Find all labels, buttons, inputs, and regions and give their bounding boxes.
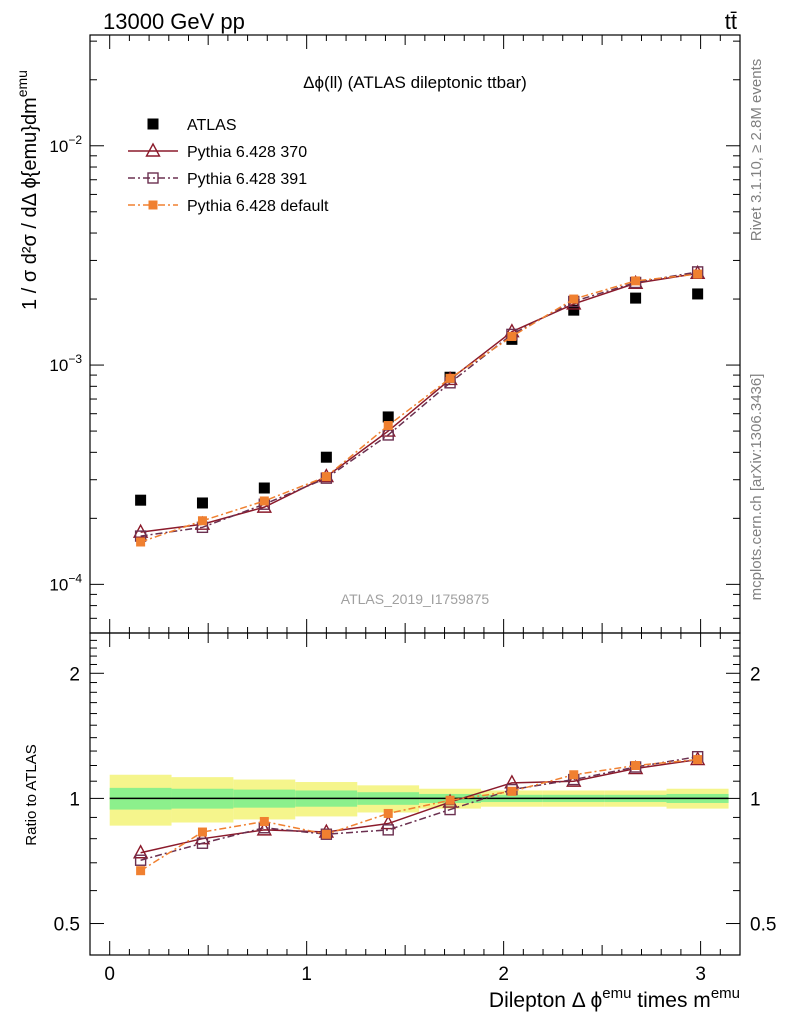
x-tick-label: 2 [498,964,509,985]
data-point-atlas [135,494,147,506]
ratio-y-tick-label-right: 0.5 [750,915,776,936]
x-tick-label: 0 [104,964,115,985]
data-point-atlas [258,482,270,494]
ratio-line-py391 [140,755,698,861]
legend-label: ATLAS [187,117,237,134]
ratio-point-pydefault [383,808,393,818]
ratio-line-pydefault [140,758,698,872]
data-point-pydefault [569,294,579,304]
ratio-point-py391 [382,824,394,836]
legend-marker [145,142,161,157]
ratio-frame [89,632,741,956]
data-point-pydefault [136,537,146,547]
x-tick-label: 1 [301,964,312,985]
ratio-point-pydefault [321,829,331,839]
series-line-pydefault [140,273,698,543]
data-point-atlas [382,411,394,423]
ratio-point-pydefault [445,795,455,805]
y-tick-label: 10−4 [49,571,82,594]
ratio-point-pydefault [507,786,517,796]
data-point-atlas [196,497,208,509]
ratio-point-py391 [134,854,147,866]
ratio-point-pydefault [693,755,703,765]
ratio-point-py391 [320,828,333,840]
ratio-point-pydefault [136,866,146,876]
rivet-label: Rivet 3.1.10, ≥ 2.8M events [748,59,765,242]
main-panel: 10−4 10−3 10−2 Δϕ(ll) (ATLAS dileptonic tt… [14,34,741,634]
ratio-line-py370 [140,758,698,854]
data-point-atlas [630,292,642,304]
y-tick-label: 10−2 [49,133,82,156]
legend-item-pydefault: Pythia 6.428 default [128,198,329,215]
watermark: ATLAS_2019_I1759875 [341,591,490,607]
ratio-y-tick-label-right: 2 [750,664,761,685]
legend-item-py391: Pythia 6.428 391 [128,171,307,188]
ratio-point-pydefault [569,770,579,780]
y-tick-label: 10−3 [49,352,82,375]
header-right: tt̄ [725,9,737,34]
ratio-y-tick-label-right: 1 [750,789,761,810]
main-y-axis-label: 1 / σ d²σ / dΔ ϕ{emu}dmemu [14,70,41,310]
data-point-atlas [320,451,332,463]
legend-marker [148,200,158,210]
data-point-pydefault [383,421,393,431]
ratio-point-py370 [380,815,396,830]
data-point-pydefault [259,496,269,506]
legend: ATLAS Pythia 6.428 370 Pythia 6.428 391 Pyt… [128,117,329,215]
legend-marker [147,172,159,184]
x-axis-label: Dilepton Δ ϕemu times memu [489,985,740,1012]
legend-marker [147,118,159,130]
legend-item-py370: Pythia 6.428 370 [128,142,307,161]
series-line-py391 [140,271,698,537]
data-point-atlas [568,304,580,316]
data-point-pydefault [631,276,641,286]
data-point-pydefault [507,331,517,341]
header-left: 13000 GeV pp [103,9,245,34]
data-point-pydefault [693,269,703,279]
ratio-y-tick-label-left: 1 [69,789,80,810]
ratio-point-pydefault [631,760,641,770]
legend-label: Pythia 6.428 default [187,198,329,215]
ratio-point-py391 [196,837,209,849]
ratio-y-tick-label-left: 2 [69,664,80,685]
mcplots-label: mcplots.cern.ch [arXiv:1306.3436] [748,374,765,601]
legend-item-atlas: ATLAS [147,117,237,134]
ratio-point-py370 [132,844,149,859]
legend-label: Pythia 6.428 391 [187,171,307,188]
ratio-panel: 0.5 0.5 1 1 2 2 0 1 2 3 Ratio to ATLAS Dilepton Δ… [23,632,776,1012]
x-tick-label: 3 [695,964,706,985]
data-point-atlas [692,288,704,300]
data-point-pydefault [321,472,331,482]
ratio-point-pydefault [197,827,207,837]
plot-title: Δϕ(ll) (ATLAS dileptonic ttbar) [303,73,527,92]
ratio-y-axis-label: Ratio to ATLAS [23,744,40,845]
x-axis-label-text: Dilepton Δ ϕemu times memu [489,985,740,1012]
data-point-pydefault [197,516,207,526]
data-point-pydefault [445,373,455,383]
ratio-point-pydefault [259,816,269,826]
ratio-y-tick-label-left: 0.5 [54,915,80,936]
legend-label: Pythia 6.428 370 [187,144,307,161]
main-y-axis-label-text: 1 / σ d²σ / dΔ ϕ{emu}dmemu [14,70,41,310]
